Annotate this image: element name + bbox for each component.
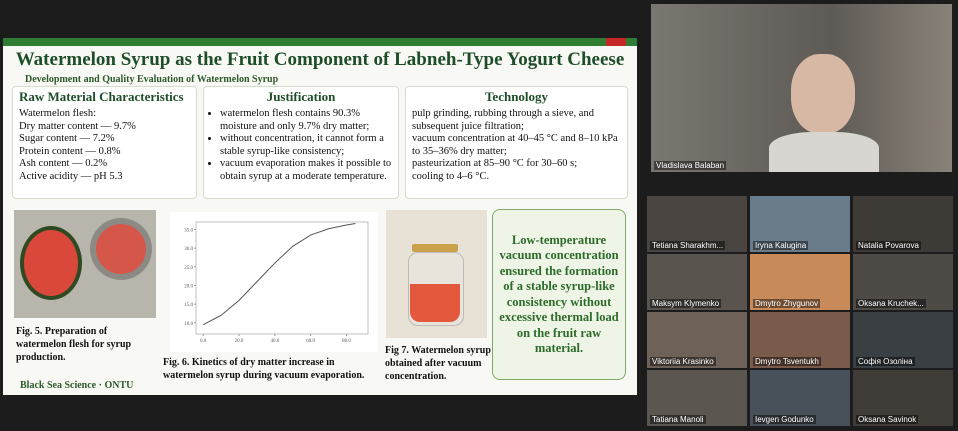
participant-name: Oksana Kruchek... bbox=[856, 299, 926, 308]
participant-name: Oksana Savinok bbox=[856, 415, 919, 424]
caption: Fig. 5. Preparation of watermelon flesh … bbox=[16, 326, 132, 363]
box-line: Sugar content — 7.2% bbox=[19, 133, 115, 144]
box-line: Watermelon flesh: bbox=[19, 108, 97, 119]
box-line: Protein content — 0.8% bbox=[19, 145, 121, 157]
curve bbox=[202, 223, 356, 326]
participant-name: Ievgen Godunko bbox=[753, 415, 816, 424]
slide-title: Watermelon Syrup as the Fruit Component … bbox=[15, 49, 625, 70]
box-line: vacuum concentration at 40–45 °C and 8–1… bbox=[412, 133, 618, 157]
participant-name: Dmytro Tsventukh bbox=[753, 357, 821, 366]
bullet-list: watermelon flesh contains 90.3% moisture… bbox=[210, 108, 392, 183]
participant-name: Natalia Povarova bbox=[856, 241, 921, 250]
participant-tile: Oksana Savinok bbox=[853, 370, 953, 426]
box-line: Dry matter content — 9.7% bbox=[19, 120, 136, 132]
box-heading: Justification bbox=[266, 89, 336, 104]
participant-tile: Natalia Povarova bbox=[853, 196, 953, 252]
x-tick-label: 80.0 bbox=[342, 339, 351, 344]
box-line: without concentration, it cannot form a … bbox=[220, 133, 392, 158]
caption: Fig 7. Watermelon syrup obtained after v… bbox=[385, 345, 491, 382]
participant-tile: Ievgen Godunko bbox=[750, 370, 850, 426]
box-line: cooling to 4–6 °C. bbox=[412, 170, 490, 182]
y-tick-label: 35.0 bbox=[184, 228, 193, 233]
y-tick-label: 30.0 bbox=[184, 247, 193, 252]
plot-frame bbox=[195, 221, 369, 335]
participant-tile: Oksana Kruchek... bbox=[853, 254, 953, 310]
x-tick-label: 0.0 bbox=[200, 339, 207, 344]
participant-tile: Tetiana Sharakhm... bbox=[647, 196, 747, 252]
top-bar bbox=[3, 38, 637, 46]
participant-tile: Viktoriia Krasinko bbox=[647, 312, 747, 368]
participant-tile: Dmytro Tsventukh bbox=[750, 312, 850, 368]
chart-bg bbox=[170, 212, 378, 352]
y-tick-label: 25.0 bbox=[184, 266, 193, 271]
participant-name: Iryna Kalugina bbox=[753, 241, 809, 250]
participant-tile: Tatiana Manoli bbox=[647, 370, 747, 426]
chart: 10.0 15.0 20.0 25.0 30.0 35.0 0.0 20.0 40.0 60.0 8… bbox=[170, 212, 378, 352]
box-line: pulp grinding, rubbing through a sieve, … bbox=[412, 108, 594, 132]
y-tick-label: 15.0 bbox=[184, 303, 193, 308]
photo-watermelon bbox=[14, 210, 156, 318]
participant-name: Tetiana Sharakhm... bbox=[650, 241, 726, 250]
footer: Black Sea Science · ONTU bbox=[20, 380, 134, 391]
box-line: Ash content — 0.2% bbox=[19, 158, 108, 169]
box-heading: Technology bbox=[484, 89, 549, 104]
box: Technology pulp grinding, rubbing through… bbox=[405, 86, 628, 199]
box-line: vacuum evaporation makes it possible to … bbox=[220, 158, 392, 183]
box-line: pasteurization at 85–90 °C for 30–60 s; bbox=[412, 158, 578, 169]
conclusion: Low-temperature vacuum concentration ens… bbox=[492, 209, 626, 380]
x-tick-label: 40.0 bbox=[270, 339, 279, 344]
participant-name: Dmytro Zhygunov bbox=[753, 299, 821, 308]
x-tick-label: 60.0 bbox=[306, 339, 315, 344]
box-heading: Raw Material Characteristics bbox=[19, 89, 184, 104]
y-tick-label: 20.0 bbox=[184, 284, 193, 289]
participant-name: Tatiana Manoli bbox=[650, 415, 706, 424]
box: Justification watermelon flesh contains 9… bbox=[203, 86, 399, 199]
box: Raw Material Characteristics Watermelon f… bbox=[12, 86, 197, 199]
participant-tile: Maksym Klymenko bbox=[647, 254, 747, 310]
slide-subtitle: Development and Quality Evaluation of Wa… bbox=[25, 74, 279, 85]
speaker-name: Vladislava Balaban bbox=[654, 161, 727, 170]
participant-tile: Iryna Kalugina bbox=[750, 196, 850, 252]
box-line: watermelon flesh contains 90.3% moisture… bbox=[220, 108, 392, 133]
y-tick-label: 10.0 bbox=[184, 322, 193, 327]
participant-tile: Dmytro Zhygunov bbox=[750, 254, 850, 310]
photo-jar bbox=[386, 210, 487, 338]
speaker-video: Vladislava Balaban bbox=[651, 4, 952, 172]
box-line: Active acidity — pH 5.3 bbox=[19, 170, 123, 182]
participant-tile: Софія Озоліна bbox=[853, 312, 953, 368]
x-tick-label: 20.0 bbox=[235, 339, 244, 344]
participant-name: Maksym Klymenko bbox=[650, 299, 722, 308]
participant-name: Софія Озоліна bbox=[856, 357, 915, 366]
caption: Fig. 6. Kinetics of dry matter increase … bbox=[163, 357, 365, 381]
top-bar-accent bbox=[606, 38, 626, 46]
slide: Watermelon Syrup as the Fruit Component … bbox=[3, 38, 637, 395]
participant-name: Viktoriia Krasinko bbox=[650, 357, 716, 366]
